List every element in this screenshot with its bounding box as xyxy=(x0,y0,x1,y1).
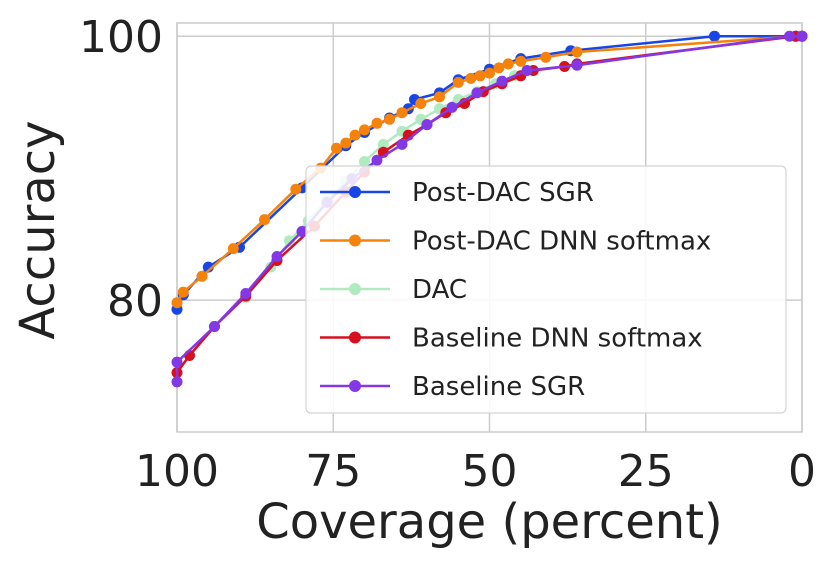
data-point xyxy=(171,297,183,309)
y-axis-ticks: 80 100 xyxy=(79,12,163,327)
legend-swatch xyxy=(320,331,390,344)
data-point xyxy=(571,59,583,71)
data-point xyxy=(271,251,283,262)
data-point xyxy=(371,154,383,166)
x-tick-label: 50 xyxy=(462,446,518,497)
data-point xyxy=(227,243,239,255)
data-point xyxy=(284,235,295,247)
data-point xyxy=(421,119,433,131)
data-point xyxy=(709,30,720,42)
legend-item-post-dac-dnn-softmax: Post-DAC DNN softmax xyxy=(320,227,711,257)
data-point xyxy=(240,288,252,299)
data-point xyxy=(796,30,808,42)
data-point xyxy=(540,51,552,63)
data-point xyxy=(434,91,445,103)
data-point xyxy=(396,107,408,119)
data-point xyxy=(415,98,427,109)
legend-item-dac: DAC xyxy=(320,275,467,305)
legend-label: Baseline SGR xyxy=(412,372,585,402)
x-axis-ticks: 100 75 50 25 0 xyxy=(135,446,816,497)
x-tick-label: 25 xyxy=(618,446,674,497)
y-axis-title: Accuracy xyxy=(10,120,66,339)
legend-swatch xyxy=(320,380,390,392)
data-point xyxy=(296,226,308,237)
data-point xyxy=(396,138,408,150)
legend-swatch xyxy=(320,234,390,247)
data-point xyxy=(371,117,383,129)
x-axis-title: Coverage (percent) xyxy=(256,494,723,550)
data-point xyxy=(496,75,508,87)
x-tick-label: 0 xyxy=(788,446,816,497)
series-line xyxy=(175,34,802,382)
data-point xyxy=(446,101,458,113)
legend-swatch xyxy=(320,283,390,295)
legend-label: Post-DAC DNN softmax xyxy=(412,227,711,257)
legend-item-baseline-dnn-softmax: Baseline DNN softmax xyxy=(320,324,703,354)
data-point xyxy=(171,376,183,388)
data-point xyxy=(259,214,270,226)
legend-item-post-dac-sgr: Post-DAC SGR xyxy=(320,178,594,208)
data-point xyxy=(515,55,527,67)
legend-box xyxy=(305,165,787,414)
data-point xyxy=(209,321,220,332)
data-point xyxy=(359,124,370,136)
y-tick-label: 100 xyxy=(79,12,163,63)
data-point xyxy=(784,30,795,42)
data-point xyxy=(177,286,189,298)
data-point xyxy=(290,183,302,195)
data-point xyxy=(521,65,533,76)
data-point xyxy=(340,137,352,149)
data-point xyxy=(452,76,464,88)
data-point xyxy=(384,113,395,125)
legend-label: Baseline DNN softmax xyxy=(412,324,703,354)
legend-item-baseline-sgr: Baseline SGR xyxy=(320,372,585,402)
data-point xyxy=(484,67,495,79)
data-point xyxy=(377,138,389,150)
legend-label: Post-DAC SGR xyxy=(412,178,594,208)
y-tick-label: 80 xyxy=(107,276,163,327)
series-line xyxy=(244,74,515,299)
legend-label: DAC xyxy=(412,275,467,305)
data-point xyxy=(474,70,486,82)
data-point xyxy=(471,87,483,99)
data-point xyxy=(171,356,183,368)
data-point xyxy=(349,129,361,141)
data-point xyxy=(465,72,477,84)
x-tick-label: 75 xyxy=(305,446,361,497)
data-point xyxy=(330,142,342,154)
plot-frame xyxy=(176,22,803,433)
data-point xyxy=(359,156,370,167)
data-point xyxy=(493,62,505,74)
x-tick-label: 100 xyxy=(135,446,219,497)
data-point xyxy=(196,270,208,282)
data-point xyxy=(502,58,514,70)
legend-swatch xyxy=(320,186,390,198)
data-point xyxy=(571,46,583,58)
legend: Post-DAC SGR Post-DAC DNN softmax DAC Basel… xyxy=(305,165,787,414)
